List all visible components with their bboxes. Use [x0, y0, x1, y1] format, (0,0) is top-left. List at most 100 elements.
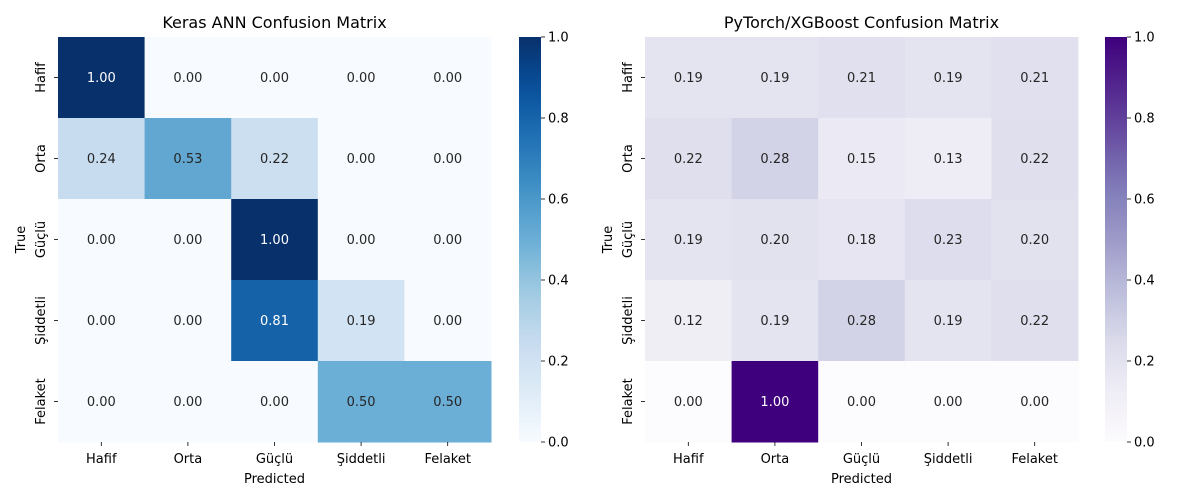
- colorbar-tick-label: 1.0: [1134, 31, 1155, 46]
- x-tick-label: Orta: [761, 452, 790, 467]
- cell-value-label: 1.00: [260, 233, 289, 248]
- colorbar-tick-label: 0.0: [548, 436, 569, 451]
- heatmap-cell: [991, 280, 1079, 362]
- heatmap-cell: [731, 37, 819, 119]
- y-axis-label: True: [601, 226, 616, 255]
- x-tick-label: Felaket: [424, 452, 471, 467]
- colorbar-tick-label: 0.6: [548, 193, 569, 208]
- heatmap-cell: [904, 37, 992, 119]
- x-tick-label: Şiddetli: [924, 452, 973, 467]
- chart-title: Keras ANN Confusion Matrix: [162, 13, 386, 32]
- cell-value-label: 0.00: [433, 71, 462, 86]
- heatmap-cell: [818, 37, 906, 119]
- colorbar-tick-label: 0.2: [1134, 355, 1155, 370]
- heatmap-cell: [317, 199, 405, 281]
- cell-value-label: 0.20: [760, 233, 789, 248]
- cell-value-label: 0.19: [674, 233, 703, 248]
- x-tick-label: Şiddetli: [337, 452, 386, 467]
- cell-value-label: 0.00: [87, 314, 116, 329]
- y-tick-label: Hafif: [34, 62, 49, 93]
- colorbar-tick-label: 0.2: [548, 355, 569, 370]
- heatmap-cell: [144, 37, 232, 119]
- cell-value-label: 0.28: [760, 152, 789, 167]
- x-tick-label: Orta: [174, 452, 203, 467]
- heatmap-cell: [58, 199, 146, 281]
- colorbar: [1105, 37, 1127, 442]
- heatmap-cell: [818, 118, 906, 200]
- heatmap-cell: [404, 361, 492, 443]
- cell-value-label: 0.00: [433, 233, 462, 248]
- heatmap-cell: [231, 118, 319, 200]
- heatmap-cell: [991, 118, 1079, 200]
- heatmap-cell: [818, 199, 906, 281]
- heatmap-cell: [991, 37, 1079, 119]
- heatmap-cell: [904, 280, 992, 362]
- heatmap-panel-2: PyTorch/XGBoost Confusion Matrix 0.19 0.19…: [601, 13, 1155, 487]
- heatmap-cell: [731, 280, 819, 362]
- heatmap-panel-1: Keras ANN Confusion Matrix 1.00 0.00 0.00 0.…: [14, 13, 569, 487]
- heatmap-cell: [317, 37, 405, 119]
- cell-value-label: 0.00: [173, 233, 202, 248]
- cell-value-label: 0.00: [347, 152, 376, 167]
- cell-value-label: 0.22: [674, 152, 703, 167]
- heatmap-cell: [58, 37, 146, 119]
- heatmap-cell: [991, 361, 1079, 443]
- colorbar: [519, 37, 541, 442]
- heatmap-cell: [731, 361, 819, 443]
- x-tick-label: Hafif: [673, 452, 704, 467]
- y-tick-label: Orta: [34, 144, 49, 173]
- cell-value-label: 0.19: [934, 314, 963, 329]
- heatmap-cell: [317, 280, 405, 362]
- heatmap-cell: [231, 361, 319, 443]
- heatmap-cell: [904, 361, 992, 443]
- cell-value-label: 0.19: [760, 71, 789, 86]
- cell-value-label: 0.20: [1020, 233, 1049, 248]
- heatmap-cell: [144, 280, 232, 362]
- heatmap-cell: [144, 361, 232, 443]
- heatmap-cell: [731, 199, 819, 281]
- cell-value-label: 0.00: [87, 233, 116, 248]
- cell-value-label: 0.00: [433, 314, 462, 329]
- colorbar-tick-label: 0.4: [548, 274, 569, 289]
- heatmap-cell: [404, 118, 492, 200]
- x-tick-label: Felaket: [1011, 452, 1058, 467]
- y-tick-label: Felaket: [621, 378, 636, 425]
- x-tick-label: Güçlü: [256, 452, 293, 467]
- heatmap-cell: [144, 118, 232, 200]
- y-tick-label: Şiddetli: [34, 296, 49, 345]
- cell-value-label: 0.28: [847, 314, 876, 329]
- cell-value-label: 0.18: [847, 233, 876, 248]
- heatmap-cell: [58, 280, 146, 362]
- heatmap-cell: [58, 361, 146, 443]
- cell-value-label: 0.81: [260, 314, 289, 329]
- heatmap-cell: [317, 118, 405, 200]
- cell-value-label: 0.00: [173, 71, 202, 86]
- y-tick-label: Felaket: [34, 378, 49, 425]
- chart-title: PyTorch/XGBoost Confusion Matrix: [724, 13, 999, 32]
- heatmap-cell: [404, 280, 492, 362]
- cell-value-label: 0.00: [173, 395, 202, 410]
- heatmap-cell: [404, 199, 492, 281]
- cell-value-label: 0.19: [934, 71, 963, 86]
- y-tick-label: Hafif: [621, 62, 636, 93]
- heatmap-cell: [991, 199, 1079, 281]
- x-tick-label: Güçlü: [843, 452, 880, 467]
- y-tick-label: Orta: [621, 144, 636, 173]
- cell-value-label: 0.13: [934, 152, 963, 167]
- colorbar-tick-label: 0.4: [1134, 274, 1155, 289]
- heatmap-cell: [904, 199, 992, 281]
- cell-value-label: 0.00: [934, 395, 963, 410]
- heatmap-cell: [645, 280, 733, 362]
- heatmap-cell: [818, 361, 906, 443]
- cell-value-label: 1.00: [87, 71, 116, 86]
- cell-value-label: 0.12: [674, 314, 703, 329]
- colorbar-tick-label: 0.8: [1134, 112, 1155, 127]
- cell-value-label: 0.00: [1020, 395, 1049, 410]
- colorbar-tick-label: 0.6: [1134, 193, 1155, 208]
- y-tick-label: Güçlü: [34, 221, 49, 258]
- cell-value-label: 0.50: [433, 395, 462, 410]
- cell-value-label: 0.00: [173, 314, 202, 329]
- heatmap-cell: [404, 37, 492, 119]
- colorbar-tick-label: 0.0: [1134, 436, 1155, 451]
- cell-value-label: 0.19: [347, 314, 376, 329]
